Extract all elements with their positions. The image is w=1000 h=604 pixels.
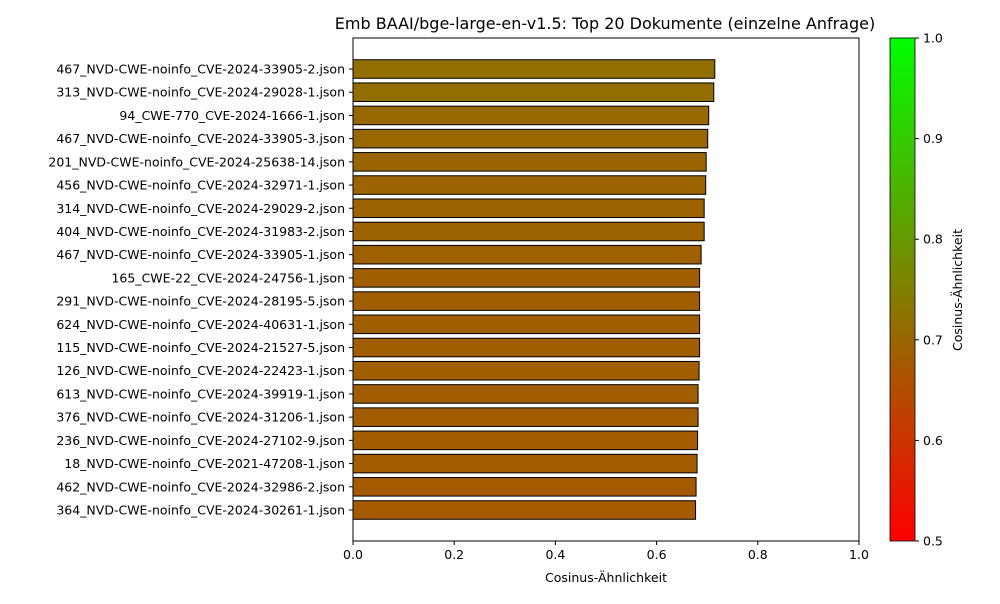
x-tick-label: 1.0 [849, 547, 869, 562]
bar [352, 82, 715, 102]
bar [352, 453, 698, 474]
x-tick-label: 0.8 [748, 547, 768, 562]
bar [352, 314, 701, 335]
x-axis: 0.0 0.2 0.4 0.6 0.8 1.0 [343, 541, 869, 562]
colorbar-tick-label: 0.8 [923, 232, 943, 247]
y-tick-label: 201_NVD-CWE-noinfo_CVE-2024-25638-14.jso… [48, 154, 345, 169]
bar [352, 337, 701, 358]
y-tick-label: 462_NVD-CWE-noinfo_CVE-2024-32986-2.json [56, 479, 345, 494]
colorbar-gradient [889, 37, 916, 542]
y-tick-label: 467_NVD-CWE-noinfo_CVE-2024-33905-3.json [56, 131, 345, 146]
bars-layer [352, 59, 716, 520]
y-tick-label: 126_NVD-CWE-noinfo_CVE-2024-22423-1.json [56, 363, 345, 378]
bar [352, 360, 700, 381]
bar [352, 105, 710, 126]
x-tick-label: 0.4 [545, 547, 565, 562]
bar [352, 477, 697, 497]
y-tick-label: 115_NVD-CWE-noinfo_CVE-2024-21527-5.json [56, 340, 345, 355]
y-tick-label: 456_NVD-CWE-noinfo_CVE-2024-32971-1.json [56, 178, 345, 193]
bar [352, 128, 709, 149]
bar [352, 221, 705, 242]
y-tick-label: 236_NVD-CWE-noinfo_CVE-2024-27102-9.json [56, 433, 345, 448]
x-tick-label: 0.0 [343, 547, 363, 562]
y-tick-label: 467_NVD-CWE-noinfo_CVE-2024-33905-2.json [56, 62, 345, 77]
bar [352, 198, 705, 219]
x-tick-label: 0.2 [444, 547, 464, 562]
y-tick-label: 624_NVD-CWE-noinfo_CVE-2024-40631-1.json [56, 317, 345, 332]
y-tick-label: 313_NVD-CWE-noinfo_CVE-2024-29028-1.json [56, 85, 345, 100]
x-tick-label: 0.6 [647, 547, 667, 562]
colorbar: 0.5 0.6 0.7 0.8 0.9 1.0 Cosinus-Ähnlichkeit [889, 31, 965, 549]
colorbar-tick-label: 0.5 [923, 534, 943, 549]
bar [352, 500, 697, 520]
bar [352, 152, 707, 172]
x-axis-label: Cosinus-Ähnlichkeit [545, 570, 667, 585]
bar [352, 244, 702, 265]
bar [352, 407, 699, 427]
colorbar-ticks: 0.5 0.6 0.7 0.8 0.9 1.0 [915, 31, 943, 549]
y-tick-label: 364_NVD-CWE-noinfo_CVE-2024-30261-1.json [56, 503, 345, 518]
chart-title: Emb BAAI/bge-large-en-v1.5: Top 20 Dokum… [335, 14, 875, 33]
bar [352, 175, 707, 195]
colorbar-tick-label: 0.7 [923, 332, 943, 347]
bar [352, 430, 699, 451]
plot-frame [352, 37, 860, 542]
bar [352, 384, 699, 404]
y-tick-label: 18_NVD-CWE-noinfo_CVE-2021-47208-1.json [64, 456, 345, 471]
y-tick-label: 165_CWE-22_CVE-2024-24756-1.json [111, 270, 345, 285]
colorbar-label: Cosinus-Ähnlichkeit [950, 229, 965, 351]
y-tick-labels: 467_NVD-CWE-noinfo_CVE-2024-33905-2.json… [48, 62, 353, 518]
y-tick-label: 404_NVD-CWE-noinfo_CVE-2024-31983-2.json [56, 224, 345, 239]
y-tick-label: 467_NVD-CWE-noinfo_CVE-2024-33905-1.json [56, 247, 345, 262]
colorbar-tick-label: 0.6 [923, 433, 943, 448]
y-tick-label: 376_NVD-CWE-noinfo_CVE-2024-31206-1.json [56, 410, 345, 425]
bar [352, 268, 701, 288]
y-tick-label: 291_NVD-CWE-noinfo_CVE-2024-28195-5.json [56, 294, 345, 309]
bar [352, 291, 701, 311]
colorbar-tick-label: 1.0 [923, 31, 943, 46]
colorbar-tick-label: 0.9 [923, 131, 943, 146]
bar [352, 59, 716, 79]
y-tick-label: 94_CWE-770_CVE-2024-1666-1.json [119, 108, 345, 123]
y-tick-label: 613_NVD-CWE-noinfo_CVE-2024-39919-1.json [56, 386, 345, 401]
y-tick-label: 314_NVD-CWE-noinfo_CVE-2024-29029-2.json [56, 201, 345, 216]
